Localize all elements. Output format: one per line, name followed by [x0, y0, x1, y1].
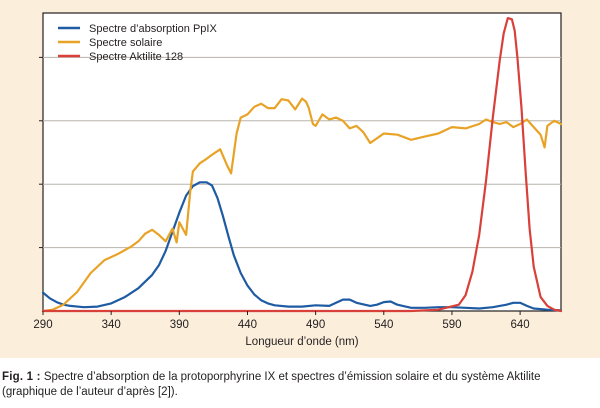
- x-tick-label-390: 390: [170, 319, 189, 331]
- x-tick-label-440: 440: [238, 319, 257, 331]
- series-line-2: [41, 97, 563, 313]
- legend-label-1: Spectre d’absorption PpIX: [89, 23, 217, 35]
- caption-label: Fig. 1 :: [2, 371, 41, 383]
- x-tick-label-540: 540: [374, 319, 393, 331]
- x-tick-label-640: 640: [511, 319, 530, 331]
- x-tick-label-340: 340: [102, 319, 121, 331]
- caption-text: Spectre d’absorption de la protoporphyri…: [2, 371, 541, 398]
- legend-label-3: Spectre Aktilite 128: [89, 51, 183, 63]
- x-axis: 290 340 390 440 490 540 590 640: [33, 311, 530, 331]
- x-axis-title: Longueur d’onde (nm): [245, 336, 358, 348]
- legend-label-2: Spectre solaire: [89, 37, 162, 49]
- series-lines: [41, 17, 563, 313]
- horizontal-gridlines: [39, 56, 561, 249]
- figure-caption: Fig. 1 : Spectre d’absorption de la prot…: [2, 370, 598, 399]
- line-chart: 290 340 390 440 490 540 590 640 Spectre d’absor…: [33, 12, 563, 348]
- series-line-1: [41, 181, 563, 312]
- x-tick-label-590: 590: [442, 319, 461, 331]
- x-tick-label-490: 490: [306, 319, 325, 331]
- x-tick-label-290: 290: [33, 319, 52, 331]
- series-line-3: [41, 17, 563, 313]
- legend: Spectre d’absorption PpIX Spectre solaire…: [58, 23, 217, 63]
